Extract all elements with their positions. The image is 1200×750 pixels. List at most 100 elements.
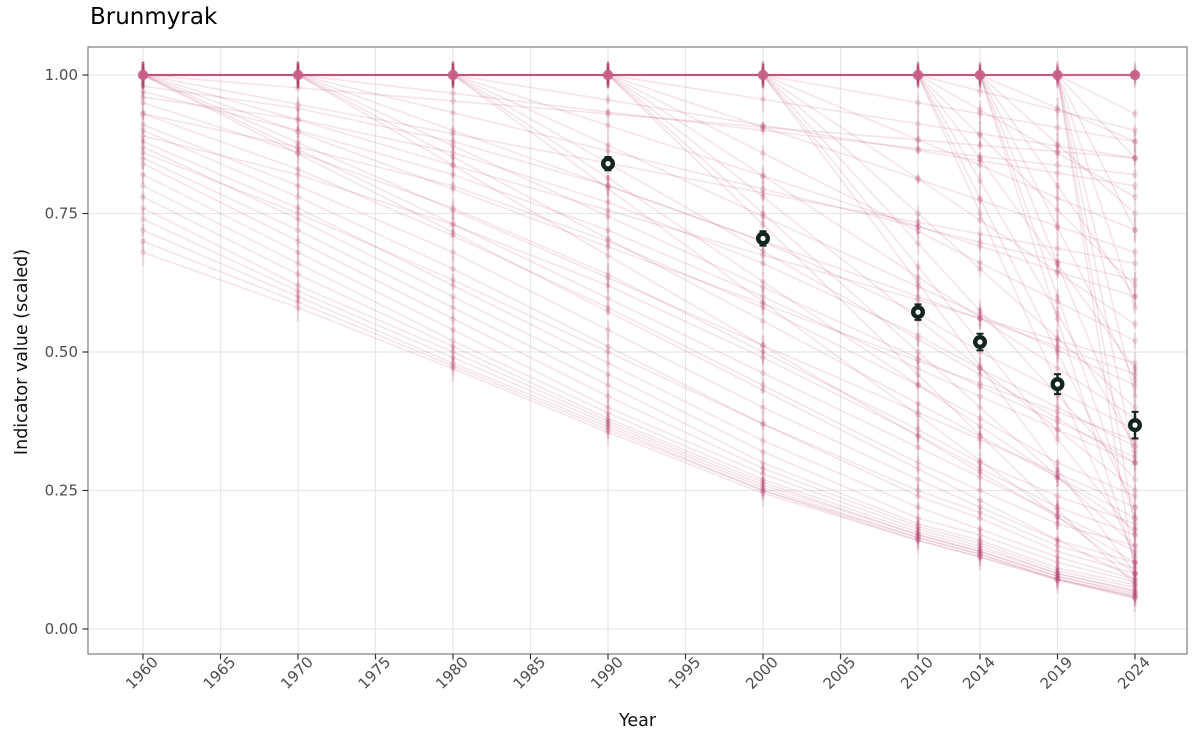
trajectory-point	[977, 259, 983, 266]
summary-point	[756, 231, 771, 246]
trajectory-point	[1132, 559, 1138, 566]
trajectory-point	[915, 412, 921, 419]
trajectory-point	[977, 311, 983, 318]
trajectory-point	[1132, 593, 1138, 600]
trajectory-point	[1054, 470, 1061, 477]
trajectory-point	[1132, 542, 1138, 549]
trajectory-point	[977, 177, 983, 184]
x-tick-label: 2005	[820, 653, 860, 693]
trajectory-line	[142, 74, 1136, 364]
trajectory-point	[977, 553, 983, 560]
trajectory-point	[1054, 258, 1061, 265]
trajectory-point	[140, 160, 146, 167]
x-tick-label: 2010	[897, 653, 937, 693]
trajectory-point	[977, 142, 983, 149]
y-axis-title: Indicator value (scaled)	[12, 248, 32, 456]
trajectory-point	[915, 145, 921, 152]
trajectory-point	[977, 465, 983, 472]
trajectory-point	[1054, 310, 1061, 317]
trajectory-point	[1132, 155, 1138, 162]
trajectory-point	[1054, 141, 1061, 148]
trajectory-point	[450, 186, 456, 193]
trajectory-point	[915, 534, 921, 541]
trajectory-line	[142, 74, 1136, 553]
trajectory-point	[1054, 148, 1061, 155]
x-tick-label: 2024	[1114, 653, 1154, 693]
trajectory-point	[1054, 520, 1061, 527]
trajectory-point	[977, 239, 983, 246]
trajectory-point	[1132, 570, 1138, 577]
trajectory-point	[977, 153, 983, 160]
trajectory-point	[977, 132, 983, 139]
trajectory-point	[977, 265, 983, 272]
trajectory-point	[1132, 138, 1138, 145]
trajectory-point	[977, 469, 983, 476]
trajectory-point	[915, 529, 921, 536]
trajectory-point	[977, 509, 983, 516]
trajectory-point	[915, 210, 921, 217]
trajectory-point	[1054, 298, 1061, 305]
trajectory-point	[915, 459, 921, 466]
trajectory-point	[915, 537, 921, 544]
trajectory-point	[977, 371, 983, 378]
trajectory-point	[1132, 276, 1138, 283]
y-tick-label: 0.75	[45, 205, 78, 223]
trajectory-point	[760, 465, 766, 472]
trajectory-point	[1054, 504, 1061, 511]
trajectory-point	[915, 531, 921, 538]
trajectory-line	[143, 74, 1136, 176]
trajectory-point	[1054, 343, 1061, 350]
trajectory-point	[760, 124, 766, 131]
trajectory-point	[977, 155, 983, 162]
trajectory-line	[142, 96, 1136, 447]
trajectory-point	[760, 349, 766, 355]
trajectory-point	[915, 136, 921, 143]
trajectory-point	[977, 88, 983, 95]
trajectory-point	[977, 504, 983, 511]
trajectory-point	[1132, 553, 1138, 560]
trajectory-point	[977, 474, 983, 481]
trajectory-point	[1054, 548, 1061, 555]
trajectory-point	[1132, 542, 1138, 549]
trajectory-point	[977, 315, 983, 322]
trajectory-point	[605, 409, 611, 416]
trajectory-point	[977, 531, 983, 538]
trajectory-point	[1132, 594, 1138, 601]
trajectory-point	[1132, 504, 1138, 511]
trajectory-point	[1054, 293, 1061, 300]
trajectory-point	[915, 175, 921, 182]
trajectory-point	[760, 213, 766, 220]
trajectory-point	[1054, 365, 1061, 372]
trajectory-point	[605, 213, 611, 220]
trajectory-point	[915, 279, 921, 286]
trajectory-point	[915, 332, 921, 339]
trajectory-line	[143, 74, 1136, 564]
trajectory-point	[977, 436, 983, 443]
trajectory-point	[450, 204, 456, 211]
trajectory-point	[605, 343, 611, 350]
trajectory-point	[1132, 570, 1138, 577]
trajectory-point	[295, 182, 301, 189]
trajectory-point	[1132, 182, 1138, 189]
trajectory-point	[450, 171, 456, 178]
chart-title: Brunmyrak	[90, 4, 218, 30]
trajectory-point	[1054, 459, 1061, 466]
panel-background	[88, 47, 1187, 654]
trajectory-line	[142, 251, 1136, 600]
trajectory-point	[977, 106, 983, 113]
trajectory-point	[1054, 260, 1061, 267]
trajectory-line	[143, 74, 1136, 458]
trajectory-point	[605, 199, 611, 206]
trajectory-point	[915, 520, 921, 527]
trajectory-point	[977, 548, 983, 555]
trajectory-point	[760, 190, 766, 197]
trajectory-point	[295, 299, 301, 306]
trajectory-point	[760, 300, 766, 307]
trajectory-point	[915, 176, 921, 183]
trajectory-point	[450, 365, 456, 372]
trajectory-point	[1054, 268, 1061, 275]
trajectory-point	[1132, 448, 1138, 455]
trajectory-point	[915, 444, 921, 451]
trajectory-point	[140, 110, 146, 117]
trajectory-point	[977, 515, 983, 522]
